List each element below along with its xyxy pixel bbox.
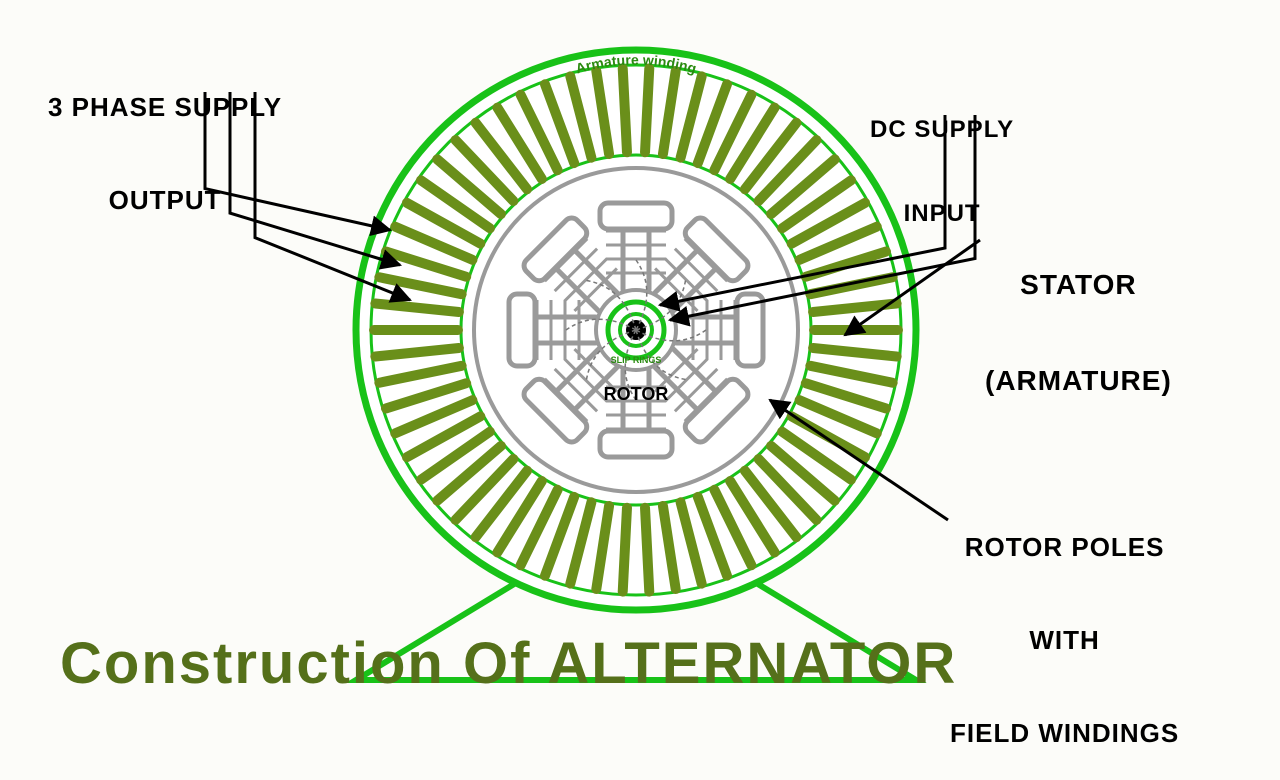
stator-line1: STATOR <box>985 269 1172 301</box>
stator-line2: (ARMATURE) <box>985 365 1172 397</box>
rotor-poles-line3: FIELD WINDINGS <box>950 718 1179 749</box>
rotor-label: ROTOR <box>604 384 669 404</box>
three-phase-label: 3 PHASE SUPPLY OUTPUT <box>48 30 282 247</box>
three-phase-line2: OUTPUT <box>48 185 282 216</box>
rotor-poles-line1: ROTOR POLES <box>950 532 1179 563</box>
diagram-title: Construction Of ALTERNATOR <box>60 630 957 697</box>
stator-label: STATOR (ARMATURE) <box>985 205 1172 429</box>
three-phase-line1: 3 PHASE SUPPLY <box>48 92 282 123</box>
dc-supply-line1: DC SUPPLY <box>870 116 1014 144</box>
rotor-poles-line2: WITH <box>950 625 1179 656</box>
shaft <box>626 320 646 340</box>
slip-rings-label: SLIP RINGS <box>611 355 662 365</box>
rotor-poles-label: ROTOR POLES WITH FIELD WINDINGS <box>950 470 1179 780</box>
